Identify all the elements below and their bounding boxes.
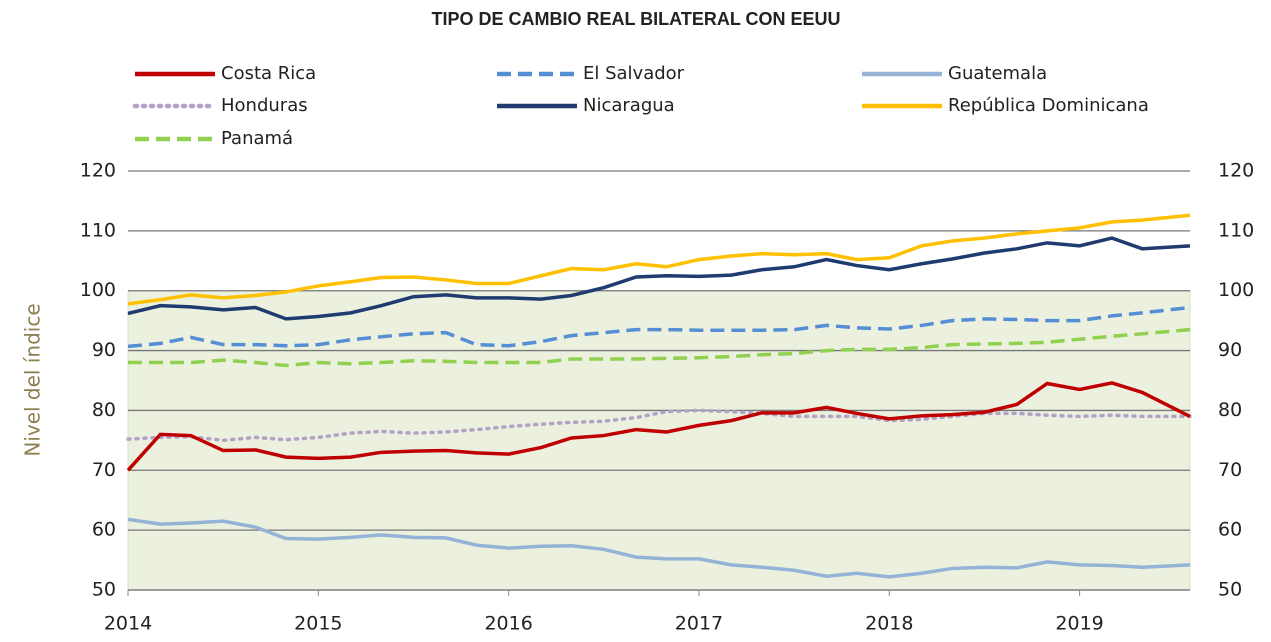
x-tick-label: 2019 [1055,613,1103,635]
y2-tick-label: 50 [1218,579,1242,601]
y-tick-label: 50 [92,579,116,601]
y-tick-label: 90 [92,339,116,361]
legend-label: Guatemala [948,63,1047,84]
y2-tick-label: 120 [1218,160,1254,182]
legend-label: Costa Rica [221,63,316,84]
series-line [126,408,1192,443]
y-tick-label: 80 [92,399,116,421]
y-tick-label: 60 [92,519,116,541]
y2-tick-label: 90 [1218,339,1242,361]
x-tick-label: 2017 [675,613,723,635]
series-line [127,305,1191,349]
x-tick-label: 2016 [484,613,532,635]
y-tick-label: 100 [80,279,116,301]
x-tick-label: 2018 [865,613,913,635]
legend-label: Panamá [221,128,293,149]
y-tick-label: 70 [92,459,116,481]
y2-tick-label: 60 [1218,519,1242,541]
series-line [126,381,1191,472]
chart-title: TIPO DE CAMBIO REAL BILATERAL CON EEUU [431,9,840,29]
y-tick-label: 110 [80,219,116,241]
y2-tick-label: 100 [1218,279,1254,301]
legend-label: El Salvador [583,63,685,84]
legend-label: República Dominicana [948,95,1149,116]
series-line [127,213,1191,306]
series-line [128,327,1191,368]
series-line [127,236,1191,321]
y-tick-label: 120 [80,160,116,182]
legend-label: Honduras [221,95,308,116]
x-tick-label: 2015 [294,613,342,635]
y2-tick-label: 80 [1218,399,1242,421]
series-line [127,517,1191,579]
y-axis-label: Nivel del índice [21,303,45,456]
legend-label: Nicaragua [583,95,675,116]
y2-tick-label: 110 [1218,219,1254,241]
x-tick-label: 2014 [104,613,152,635]
y2-tick-label: 70 [1218,459,1242,481]
